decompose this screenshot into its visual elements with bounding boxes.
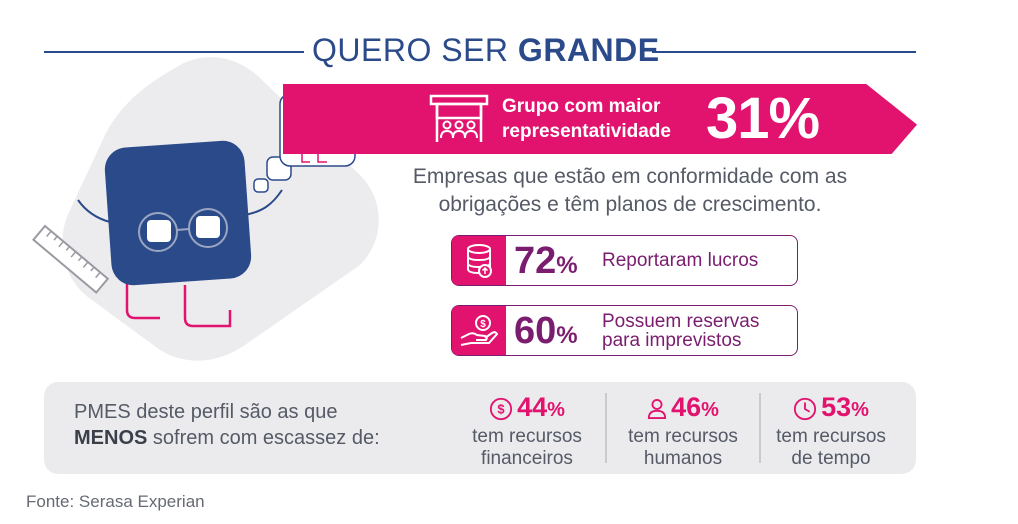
metric-value: $ 44%	[457, 392, 597, 425]
description-line2: obrigações e têm planos de crescimento.	[438, 193, 822, 216]
people-group-store-icon	[429, 94, 489, 142]
stat-value: 60%	[514, 310, 578, 352]
dollar-circle-icon: $	[490, 397, 513, 420]
metric-description: tem recursos humanos	[628, 426, 738, 469]
metric-divider	[759, 393, 761, 463]
source-note: Fonte: Serasa Experian	[26, 492, 205, 511]
stat-icon-box	[452, 236, 506, 285]
left-leg	[125, 278, 160, 320]
metric-time: 53% tem recursos de tempo	[761, 392, 901, 470]
clock-icon	[794, 397, 817, 420]
description: Empresas que estão em conformidade com a…	[390, 163, 870, 219]
stat-value: 72%	[514, 240, 578, 282]
description-line1: Empresas que estão em conformidade com a…	[412, 165, 848, 188]
highlight-ribbon	[283, 84, 917, 154]
hand-money-icon: $	[460, 314, 499, 346]
mascot-body	[104, 140, 252, 286]
metric-value: 46%	[613, 392, 753, 425]
glasses-right	[188, 208, 228, 248]
stat-icon-box: $	[452, 306, 506, 355]
right-leg	[183, 285, 232, 328]
title-rule-left	[44, 51, 304, 53]
thought-bubble-small	[253, 178, 269, 193]
highlight-percent: 31%	[706, 86, 820, 151]
mascot-eye-right	[196, 216, 220, 238]
metric-value: 53%	[761, 392, 901, 425]
metric-financial: $ 44% tem recursos financeiros	[457, 392, 597, 470]
metric-human: 46% tem recursos humanos	[613, 392, 753, 470]
highlight-label-line2: representatividade	[502, 121, 671, 142]
svg-text:$: $	[480, 319, 486, 330]
person-icon	[647, 398, 667, 419]
scarcity-intro: PMES deste perfil são as que MENOS sofre…	[74, 399, 380, 451]
stat-label: Reportaram lucros	[602, 250, 759, 271]
ruler	[32, 224, 110, 294]
scarcity-panel	[44, 382, 916, 474]
scarcity-intro-line1: PMES deste perfil são as que	[74, 401, 338, 423]
stat-label: Possuem reservas para imprevistos	[602, 311, 760, 351]
left-arm	[77, 199, 111, 223]
stat-card-profits: 72% Reportaram lucros	[451, 235, 798, 286]
metric-description: tem recursos financeiros	[472, 426, 582, 469]
metric-divider	[605, 393, 607, 463]
highlight-label-line1: Grupo com maior	[502, 96, 661, 117]
mascot-eye-left	[147, 220, 171, 242]
scarcity-intro-line2: MENOS sofrem com escassez de:	[74, 427, 380, 449]
glasses-left	[138, 212, 178, 252]
right-arm	[243, 189, 283, 216]
metric-description: tem recursos de tempo	[776, 426, 886, 469]
highlight-label: Grupo com maior representatividade	[502, 94, 671, 144]
svg-text:$: $	[497, 401, 504, 416]
title-rule-right	[652, 51, 916, 53]
coins-icon	[467, 243, 492, 278]
page-title: QUERO SER GRANDE	[312, 32, 660, 68]
stat-card-reserves: $ 60% Possuem reservas para imprevistos	[451, 305, 798, 356]
